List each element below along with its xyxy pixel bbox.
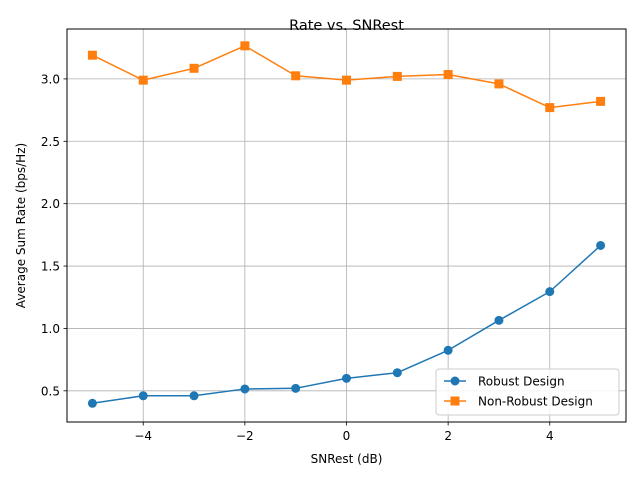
- y-tick-label: 1.0: [41, 322, 60, 336]
- data-point-robust-design: [545, 287, 555, 297]
- data-point-robust-design: [596, 240, 606, 250]
- y-tick-label: 2.0: [41, 197, 60, 211]
- x-axis-label: SNRest (dB): [311, 452, 383, 466]
- series-layer: [87, 41, 606, 408]
- data-point-robust-design: [392, 368, 402, 378]
- data-point-non-robust-design: [342, 75, 351, 85]
- data-point-non-robust-design: [392, 71, 402, 81]
- grid-layer: [67, 29, 626, 422]
- legend-marker-robust-design: [450, 376, 460, 386]
- data-point-robust-design: [443, 345, 453, 355]
- tick-layer: −4 −2 0 2 4 0.5 1.0 1.5 2.0 2.5 3.0: [41, 72, 554, 443]
- x-tick-label: 0: [343, 429, 351, 443]
- data-point-non-robust-design: [494, 79, 504, 89]
- data-point-robust-design: [189, 391, 199, 401]
- data-point-non-robust-design: [596, 96, 606, 106]
- data-point-robust-design: [291, 383, 301, 393]
- data-point-non-robust-design: [443, 70, 453, 80]
- data-point-non-robust-design: [240, 41, 250, 51]
- data-point-non-robust-design: [189, 63, 199, 73]
- data-point-robust-design: [240, 384, 250, 394]
- data-point-robust-design: [87, 398, 97, 408]
- x-tick-label: −4: [134, 429, 152, 443]
- y-axis-label: Average Sum Rate (bps/Hz): [14, 143, 28, 308]
- data-point-non-robust-design: [87, 50, 97, 60]
- chart-title: Rate vs. SNRest: [289, 18, 404, 34]
- y-tick-label: 2.5: [41, 135, 60, 149]
- series-non-robust-design: [87, 41, 606, 113]
- legend-box: [435, 368, 620, 416]
- x-tick-label: −2: [236, 429, 254, 443]
- legend-label-non-robust-design: Non-Robust Design: [478, 395, 593, 409]
- data-point-robust-design: [138, 391, 148, 401]
- series-robust-design: [87, 240, 606, 408]
- data-point-non-robust-design: [545, 103, 555, 113]
- legend-label-robust-design: Robust Design: [478, 375, 565, 389]
- y-tick-label: 1.5: [41, 260, 60, 274]
- y-tick-label: 3.0: [41, 72, 60, 86]
- legend: Robust Design Non-Robust Design: [435, 368, 620, 416]
- legend-marker-non-robust-design: [450, 396, 460, 406]
- data-point-robust-design: [494, 315, 504, 325]
- y-tick-label: 0.5: [41, 384, 60, 398]
- data-point-non-robust-design: [291, 71, 301, 81]
- data-point-robust-design: [342, 373, 351, 383]
- data-point-non-robust-design: [138, 75, 148, 85]
- x-tick-label: 2: [444, 429, 452, 443]
- x-tick-label: 4: [546, 429, 554, 443]
